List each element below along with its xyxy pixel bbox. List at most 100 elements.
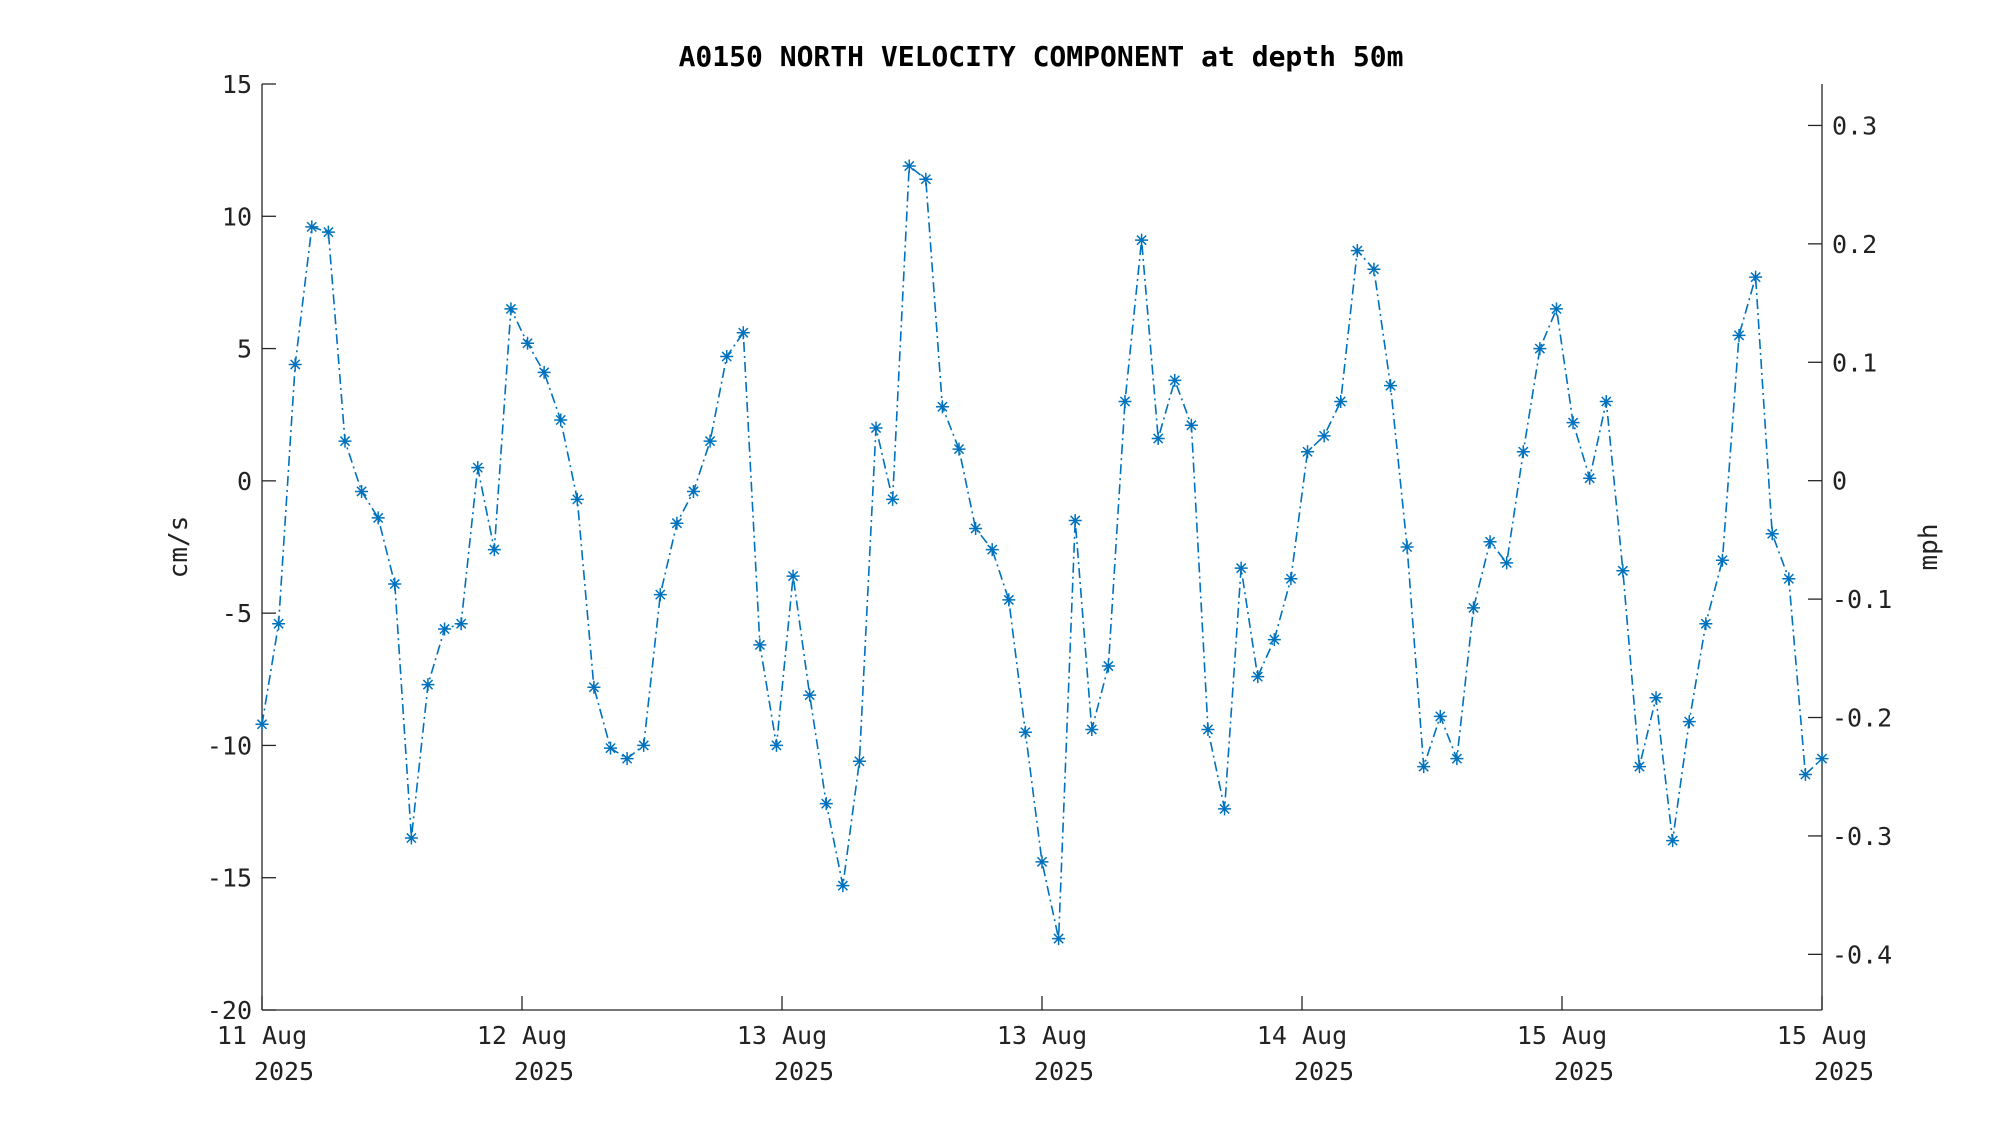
data-point <box>753 638 767 652</box>
data-point <box>1815 752 1829 766</box>
chart-title: A0150 NORTH VELOCITY COMPONENT at depth … <box>679 40 1404 73</box>
data-point <box>736 326 750 340</box>
data-point <box>969 521 983 535</box>
data-point <box>985 543 999 557</box>
data-point <box>305 220 319 234</box>
data-point <box>587 680 601 694</box>
data-point <box>1433 709 1447 723</box>
data-point <box>670 516 684 530</box>
data-point <box>620 752 634 766</box>
data-point <box>1317 429 1331 443</box>
y-ticks-left: -20 -15 -10 -5 0 5 10 15 <box>207 70 276 1025</box>
y-tick-label-right: -0.2 <box>1832 704 1892 733</box>
x-tick-label-year: 2025 <box>1814 1057 1874 1086</box>
data-point <box>1135 233 1149 247</box>
x-tick-label: 11 Aug <box>217 1021 307 1050</box>
data-point <box>1052 932 1066 946</box>
y-tick-label-left: 15 <box>222 70 252 99</box>
data-point <box>554 413 568 427</box>
data-point <box>1184 418 1198 432</box>
data-point <box>388 577 402 591</box>
data-point <box>537 365 551 379</box>
data-point <box>288 357 302 371</box>
data-point <box>852 754 866 768</box>
x-tick-label: 15 Aug <box>1777 1021 1867 1050</box>
data-point <box>1599 394 1613 408</box>
data-point <box>786 569 800 583</box>
data-point <box>1168 373 1182 387</box>
data-point <box>355 484 369 498</box>
data-point <box>686 484 700 498</box>
data-point <box>272 617 286 631</box>
series-north-velocity <box>255 159 1829 946</box>
y-tick-label-left: -10 <box>207 731 252 760</box>
data-point <box>1583 471 1597 485</box>
data-point <box>902 159 916 173</box>
data-point <box>1101 659 1115 673</box>
data-point <box>570 492 584 506</box>
x-tick-label-year: 2025 <box>1554 1057 1614 1086</box>
data-point <box>487 543 501 557</box>
y-tick-label-left: -20 <box>207 996 252 1025</box>
data-point <box>338 434 352 448</box>
x-tick-label-year: 2025 <box>1034 1057 1094 1086</box>
data-point <box>454 617 468 631</box>
data-point <box>604 741 618 755</box>
data-point <box>1782 572 1796 586</box>
data-point <box>1085 723 1099 737</box>
data-point <box>1400 540 1414 554</box>
data-point <box>1301 445 1315 459</box>
data-point <box>1765 527 1779 541</box>
data-point <box>421 678 435 692</box>
x-tick-label-year: 2025 <box>514 1057 574 1086</box>
data-point <box>1682 715 1696 729</box>
data-point <box>1549 302 1563 316</box>
data-point <box>769 738 783 752</box>
data-point <box>404 831 418 845</box>
y-tick-label-left: -5 <box>222 599 252 628</box>
y-tick-label-right: 0.2 <box>1832 230 1877 259</box>
y-ticks-right: -0.4 -0.3 -0.2 -0.1 0 0.1 0.2 0.3 <box>1808 111 1892 969</box>
data-point <box>1483 535 1497 549</box>
y-tick-label-left: 5 <box>237 335 252 364</box>
data-point <box>1068 514 1082 528</box>
data-point <box>1466 601 1480 615</box>
data-point <box>1018 725 1032 739</box>
y-tick-label-right: -0.4 <box>1832 940 1892 969</box>
data-point <box>1251 670 1265 684</box>
data-point <box>1616 564 1630 578</box>
y-tick-label-left: -15 <box>207 864 252 893</box>
data-point <box>1516 445 1530 459</box>
data-point <box>1500 556 1514 570</box>
x-ticks: 11 Aug 2025 12 Aug 2025 13 Aug 2025 13 Aug 2025… <box>217 996 1874 1086</box>
data-point <box>1632 760 1646 774</box>
data-point <box>1699 617 1713 631</box>
data-point <box>1732 328 1746 342</box>
data-point <box>1218 802 1232 816</box>
data-point <box>836 879 850 893</box>
data-point <box>1151 432 1165 446</box>
data-point <box>1267 633 1281 647</box>
data-point <box>1002 593 1016 607</box>
x-tick-label: 14 Aug <box>1257 1021 1347 1050</box>
y-tick-label-right: 0.1 <box>1832 348 1877 377</box>
x-tick-label-year: 2025 <box>254 1057 314 1086</box>
y-tick-label-right: 0 <box>1832 467 1847 496</box>
data-point <box>504 302 518 316</box>
x-tick-label-year: 2025 <box>1294 1057 1354 1086</box>
data-point <box>803 688 817 702</box>
data-point <box>1533 342 1547 356</box>
y-tick-label-right: -0.3 <box>1832 822 1892 851</box>
data-point <box>1666 834 1680 848</box>
x-tick-label: 12 Aug <box>477 1021 567 1050</box>
data-point <box>321 225 335 239</box>
x-tick-label: 13 Aug <box>997 1021 1087 1050</box>
x-tick-label-year: 2025 <box>774 1057 834 1086</box>
data-point <box>1384 379 1398 393</box>
data-point <box>255 717 269 731</box>
x-tick-label: 13 Aug <box>737 1021 827 1050</box>
data-point <box>919 172 933 186</box>
data-point <box>1350 244 1364 258</box>
data-point <box>1417 760 1431 774</box>
